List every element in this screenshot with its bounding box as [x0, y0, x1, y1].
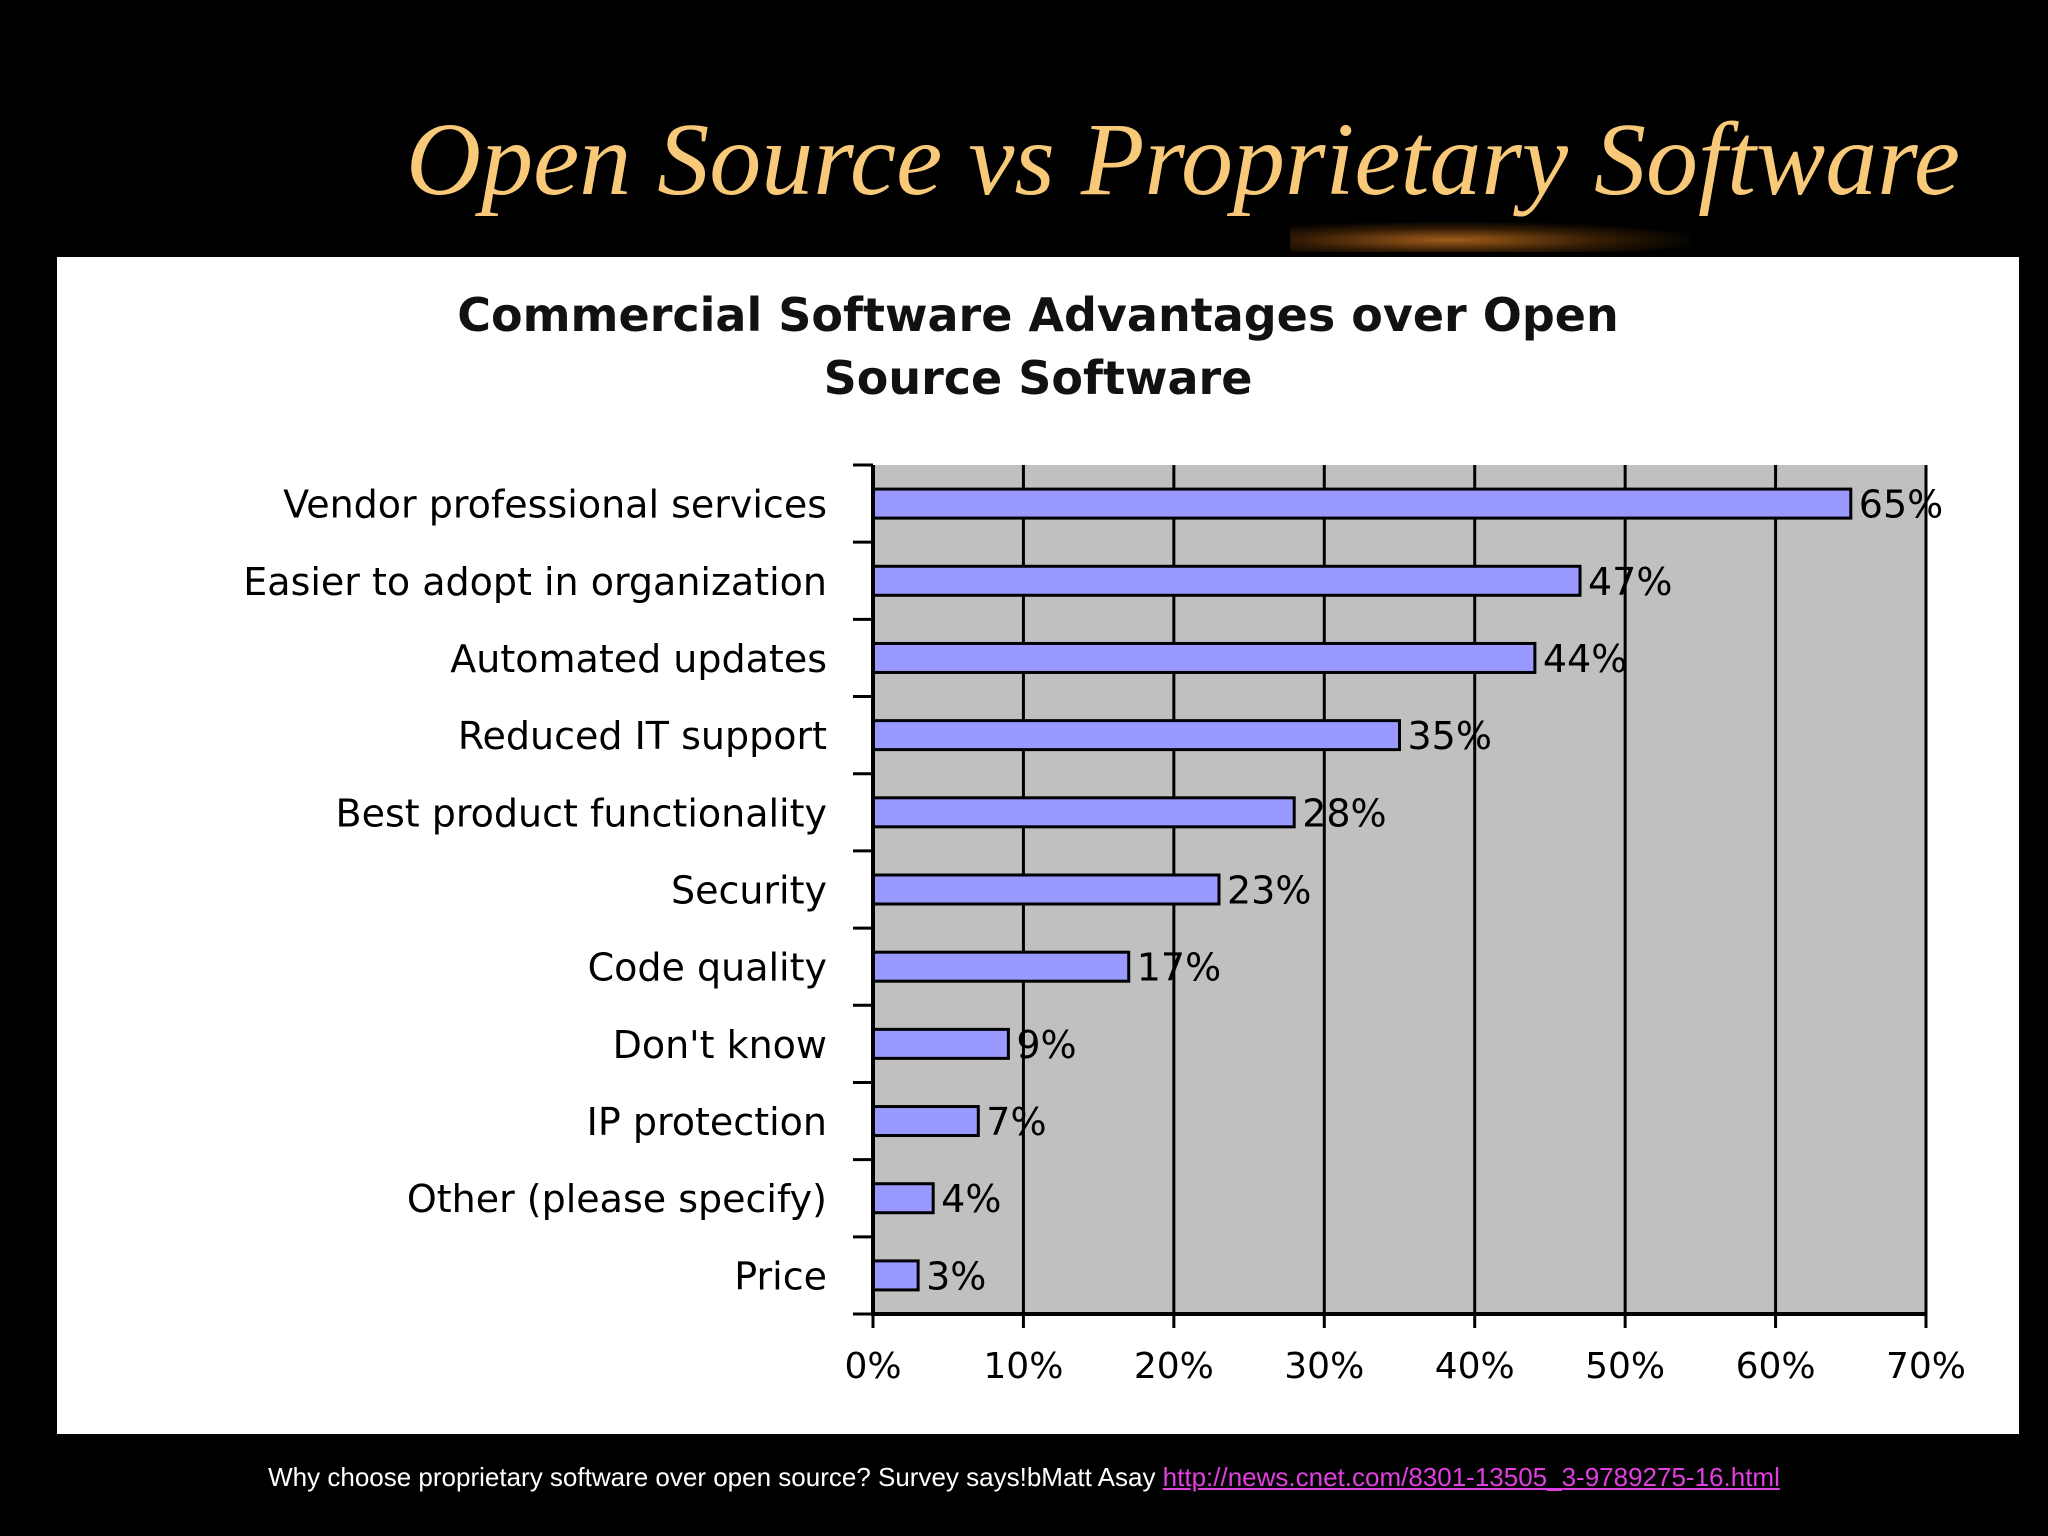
x-tick-label: 40% — [1435, 1346, 1515, 1387]
x-tick-label: 50% — [1585, 1346, 1665, 1387]
category-label: Best product functionality — [336, 791, 827, 835]
category-label: Vendor professional services — [283, 483, 827, 527]
bar — [871, 487, 1853, 520]
bar — [871, 1259, 920, 1292]
category-label: Easier to adopt in organization — [243, 560, 827, 604]
source-link[interactable]: http://news.cnet.com/8301-13505_3-978927… — [1162, 1462, 1780, 1492]
bar — [871, 564, 1582, 597]
category-label: Other (please specify) — [407, 1177, 827, 1221]
value-label: 3% — [926, 1254, 986, 1298]
x-tick-label: 10% — [983, 1346, 1063, 1387]
x-tick-label: 20% — [1134, 1346, 1214, 1387]
value-label: 44% — [1543, 637, 1627, 681]
value-label: 28% — [1302, 791, 1386, 835]
category-label: Don't know — [613, 1023, 827, 1067]
chart-title-line: Source Software — [824, 351, 1253, 405]
value-label: 17% — [1137, 946, 1221, 990]
chart-panel: Commercial Software Advantages over Open… — [57, 257, 2019, 1434]
category-label: Security — [671, 869, 827, 913]
x-tick-label: 60% — [1736, 1346, 1816, 1387]
axes — [853, 463, 1928, 1328]
category-label: IP protection — [587, 1100, 827, 1144]
footer-text: Why choose proprietary software over ope… — [268, 1462, 1163, 1492]
value-labels: 65% 47% 44% 35% 28% 23%17% 9% 7% 4% 3% — [926, 483, 1943, 1299]
chart-title-line: Commercial Software Advantages over Open — [457, 288, 1618, 342]
bar — [871, 950, 1131, 983]
bar — [871, 719, 1401, 752]
category-label: Automated updates — [450, 637, 827, 681]
x-tick-labels: 0% 10% 20% 30% 40% 50% 60% 70% — [844, 1346, 1966, 1387]
bar — [871, 641, 1537, 674]
slide-title: Open Source vs Proprietary Software — [406, 102, 1960, 217]
category-label: Code quality — [588, 946, 827, 990]
bars — [871, 487, 1853, 1292]
decorative-swoosh — [1290, 222, 1690, 252]
value-label: 23% — [1227, 869, 1311, 913]
category-label: Price — [734, 1254, 827, 1298]
category-label: Reduced IT support — [458, 714, 827, 758]
x-tick-label: 30% — [1284, 1346, 1364, 1387]
bar — [871, 1105, 980, 1138]
value-label: 65% — [1859, 483, 1943, 527]
bar — [871, 1182, 935, 1215]
value-label: 9% — [1016, 1023, 1076, 1067]
value-label: 4% — [941, 1177, 1001, 1221]
bar — [871, 873, 1221, 906]
value-label: 35% — [1408, 714, 1492, 758]
footer-citation: Why choose proprietary software over ope… — [0, 1462, 2048, 1493]
chart-title: Commercial Software Advantages over Open… — [457, 288, 1618, 405]
value-label: 47% — [1588, 560, 1672, 604]
bar-chart: Commercial Software Advantages over Open… — [243, 288, 1966, 1387]
value-label: 7% — [986, 1100, 1046, 1144]
category-labels: Vendor professional services Easier to ad… — [243, 483, 827, 1299]
x-tick-label: 70% — [1886, 1346, 1966, 1387]
x-tick-label: 0% — [844, 1346, 901, 1387]
bar — [871, 796, 1296, 829]
bar — [871, 1027, 1010, 1060]
